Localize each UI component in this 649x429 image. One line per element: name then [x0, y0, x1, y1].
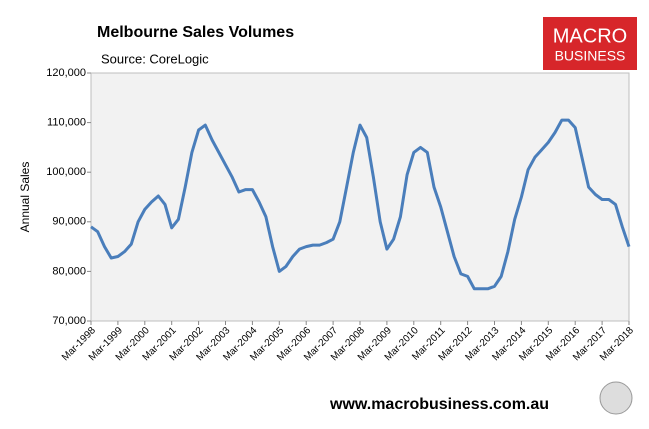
chart-title: Melbourne Sales Volumes: [97, 24, 294, 41]
y-tick-label: 100,000: [46, 166, 86, 178]
plot-area: [90, 72, 630, 322]
y-axis-label: Annual Sales: [18, 162, 32, 233]
line-series: [90, 118, 631, 291]
y-tick-label: 90,000: [52, 216, 86, 228]
y-tick-label: 110,000: [47, 117, 86, 129]
logo-box: [543, 17, 637, 70]
logo-text: MACRO: [553, 25, 627, 47]
logo-text: BUSINESS: [555, 48, 626, 64]
logo-icon: [599, 381, 633, 415]
chart-subtitle: Source: CoreLogic: [101, 51, 209, 66]
footer: www.macrobusiness.com.au: [329, 396, 549, 413]
y-tick-label: 70,000: [52, 315, 86, 327]
y-tick-label: 120,000: [46, 67, 86, 79]
y-tick-label: 80,000: [52, 265, 86, 277]
